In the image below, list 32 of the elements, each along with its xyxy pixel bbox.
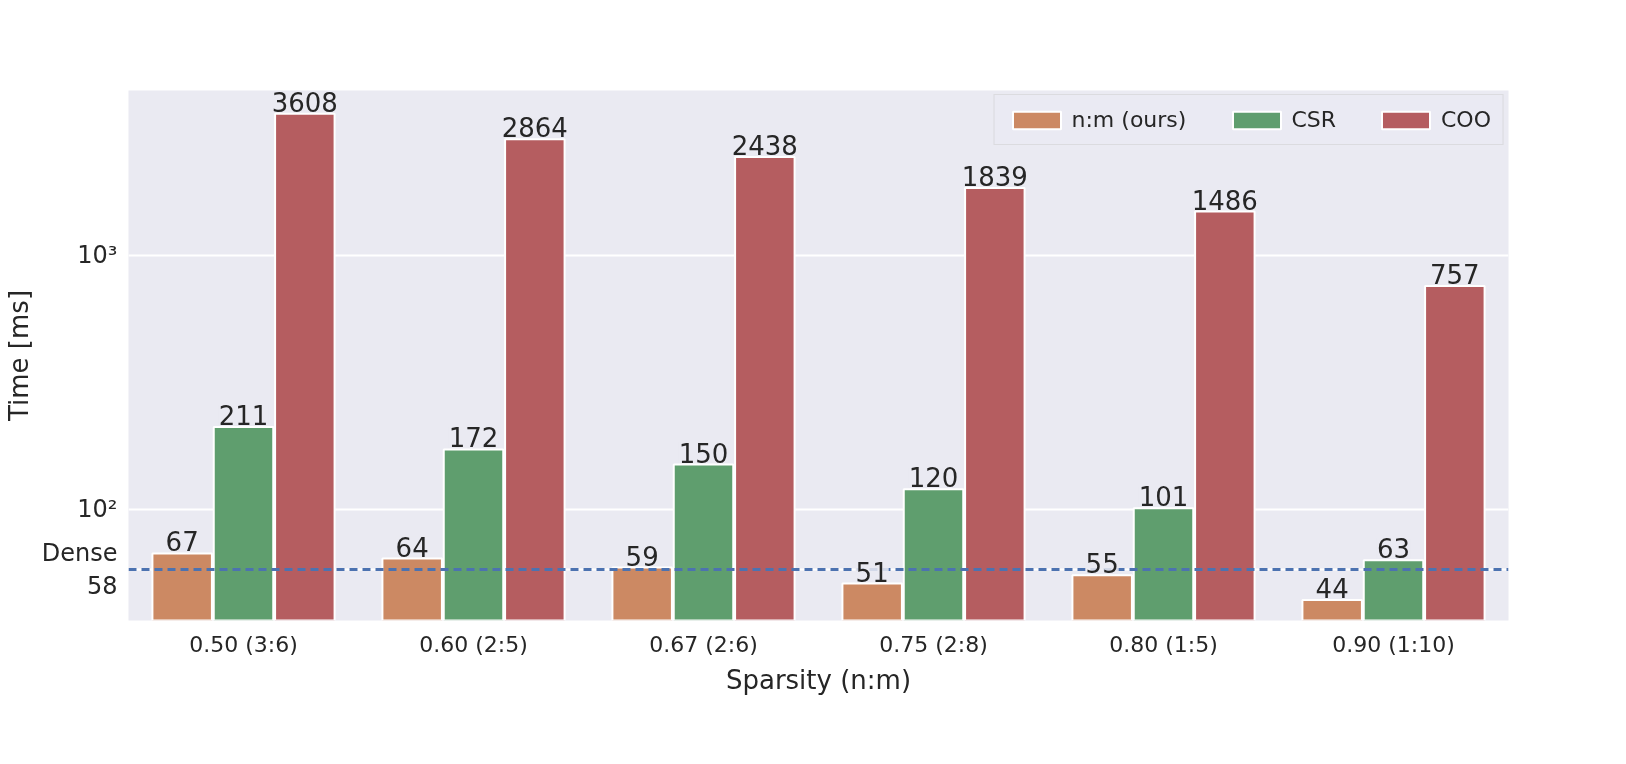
x-tick-label: 0.90 (1:10) [1332,631,1455,657]
data-label: 1839 [961,162,1028,193]
data-label: 3608 [271,87,338,118]
x-tick-label: 0.80 (1:5) [1109,631,1218,657]
x-tick-label: 0.50 (3:6) [189,631,298,657]
legend-label: CSR [1291,107,1336,132]
data-label: 172 [448,423,499,454]
y-axis-title: Time [ms] [3,289,34,423]
data-label: 120 [908,463,959,494]
x-axis-title: Sparsity (n:m) [725,664,912,695]
data-label: 55 [1085,549,1119,580]
x-tick-label: 0.75 (2:8) [879,631,988,657]
y-tick-label: 10² [77,495,118,524]
data-label: 211 [218,400,269,431]
data-label: 150 [678,438,729,469]
y-tick-label: Dense 58 [41,538,118,601]
data-label: 67 [165,527,199,558]
x-tick-label: 0.67 (2:6) [649,631,758,657]
data-label: 63 [1376,534,1411,565]
data-label: 64 [395,532,429,563]
data-label: 757 [1430,259,1480,290]
data-label: 1486 [1191,185,1258,216]
data-label: 101 [1138,482,1189,513]
data-label: 2438 [731,130,798,161]
legend-label: n:m (ours) [1071,107,1187,132]
legend-label: COO [1441,107,1491,132]
data-label: 2864 [501,113,568,144]
data-label: 44 [1315,573,1349,604]
y-tick-label: 10³ [77,241,118,270]
data-label: 59 [625,541,659,572]
data-label: 51 [855,557,889,588]
x-tick-label: 0.60 (2:5) [419,631,528,657]
